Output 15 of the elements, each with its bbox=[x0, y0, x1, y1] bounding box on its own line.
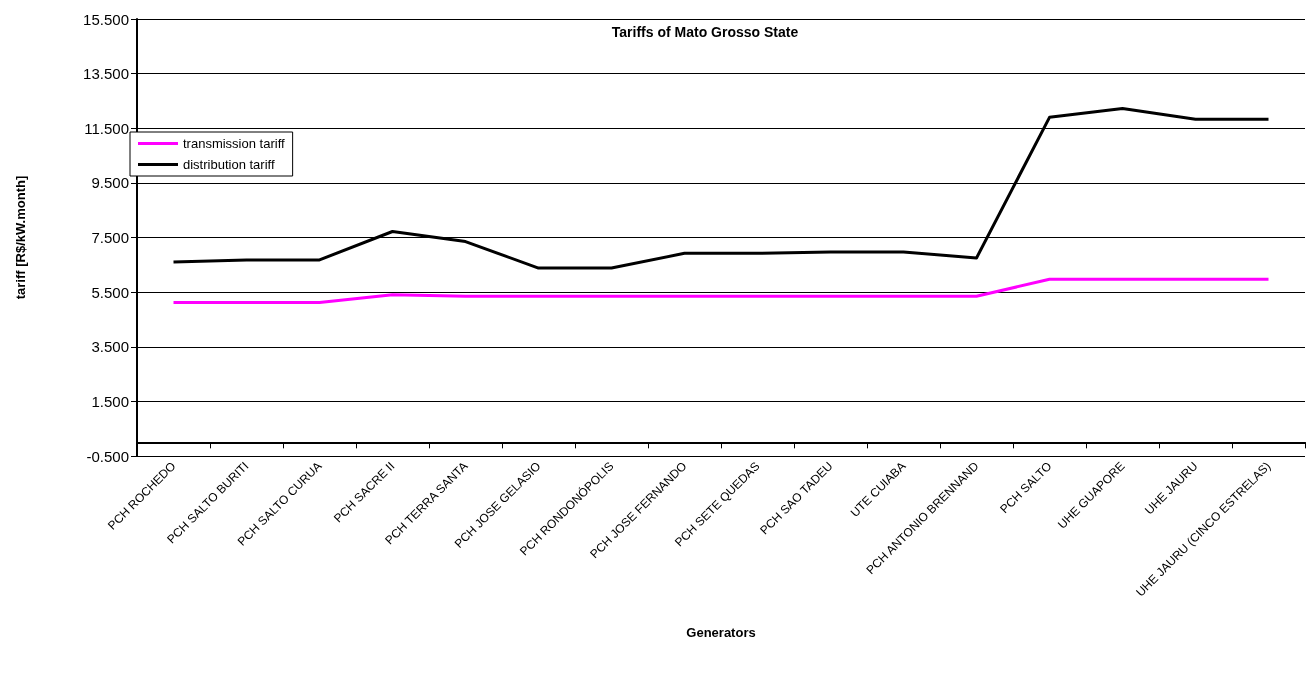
x-axis-title: Generators bbox=[686, 625, 756, 640]
y-tick-label: 7.500 bbox=[91, 229, 129, 246]
legend-label: distribution tariff bbox=[183, 157, 275, 172]
y-tick-label: 15.500 bbox=[83, 10, 129, 28]
y-tick-label: -0.500 bbox=[86, 447, 129, 465]
y-tick-label: 13.500 bbox=[83, 65, 129, 83]
y-tick-label: 11.500 bbox=[84, 119, 129, 137]
line-series bbox=[172, 277, 1270, 304]
y-axis-title: tariff [R$/kW.month] bbox=[13, 175, 28, 300]
legend-label: transmission tariff bbox=[183, 136, 286, 151]
chart-title: Tariffs of Mato Grosso State bbox=[611, 24, 799, 40]
y-tick-label: 3.500 bbox=[91, 338, 129, 356]
y-tick-label: 5.500 bbox=[91, 283, 129, 301]
y-tick-label: 1.500 bbox=[91, 392, 129, 410]
y-tick-label: 9.500 bbox=[91, 174, 129, 192]
